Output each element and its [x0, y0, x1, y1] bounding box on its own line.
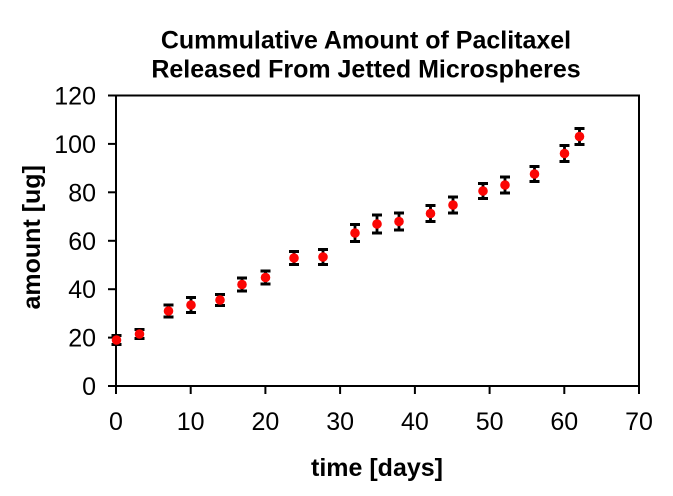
svg-text:10: 10: [177, 408, 205, 436]
svg-text:0: 0: [109, 408, 123, 436]
svg-text:20: 20: [251, 408, 279, 436]
svg-text:80: 80: [68, 179, 96, 207]
svg-text:time [days]: time [days]: [311, 454, 443, 482]
svg-text:120: 120: [54, 83, 96, 111]
svg-text:50: 50: [476, 408, 504, 436]
svg-text:Released From Jetted Microsphe: Released From Jetted Microspheres: [151, 55, 580, 83]
svg-text:30: 30: [326, 408, 354, 436]
svg-text:60: 60: [550, 408, 578, 436]
svg-text:100: 100: [54, 131, 96, 159]
svg-text:60: 60: [68, 228, 96, 256]
svg-text:0: 0: [82, 373, 96, 401]
svg-text:70: 70: [625, 408, 653, 436]
svg-text:Cummulative Amount of Paclitax: Cummulative Amount of Paclitaxel: [161, 27, 571, 55]
svg-text:40: 40: [401, 408, 429, 436]
svg-text:40: 40: [68, 276, 96, 304]
svg-text:20: 20: [68, 325, 96, 353]
svg-text:amount [ug]: amount [ug]: [18, 165, 46, 309]
